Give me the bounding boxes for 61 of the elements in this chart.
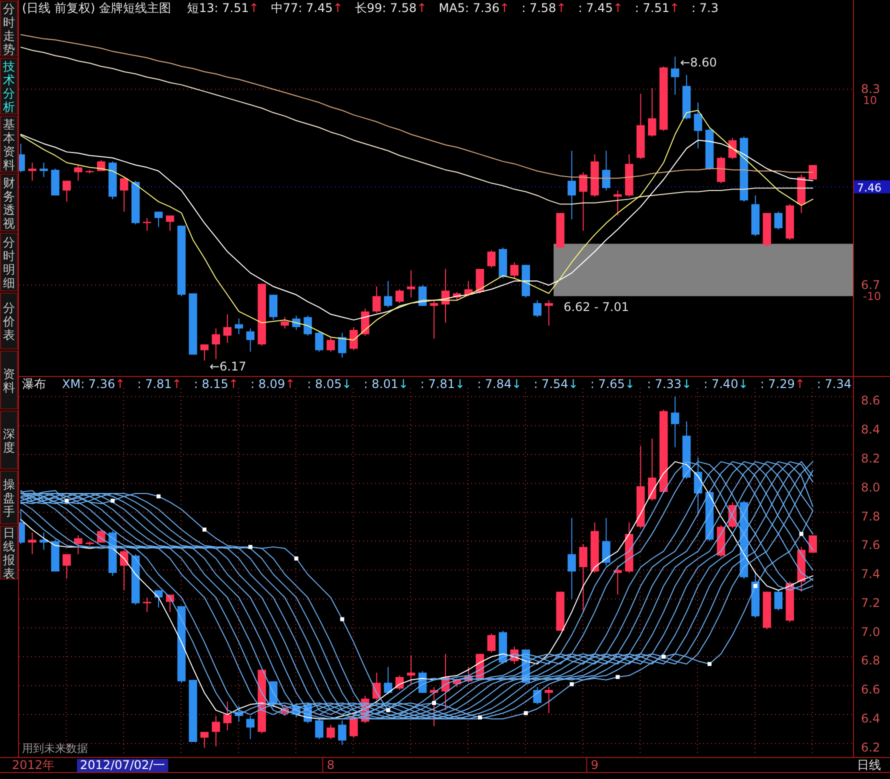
annotation: 用到未来数据 xyxy=(22,742,88,755)
y-tick-label: 8.2 xyxy=(861,451,880,466)
annotation: : 7.40↓ xyxy=(704,377,748,391)
text: 2012/07/02/一 xyxy=(80,758,166,772)
chart-title: 瀑布 xyxy=(22,377,46,391)
annotation: : 8.15↑ xyxy=(194,377,238,391)
annotation: : 7.84↓ xyxy=(477,377,522,391)
y-tick-label: 7.6 xyxy=(861,538,880,552)
y-tick-label: 6.8 xyxy=(861,654,880,668)
text: 分时明细 xyxy=(3,235,15,290)
annotation: : 8.01↓ xyxy=(364,377,408,391)
y-tick-label: 8.0 xyxy=(861,480,880,494)
annotation: : 7.29↑ xyxy=(760,377,805,391)
text: 分价表 xyxy=(2,301,15,342)
annotation: : 7.81↑ xyxy=(137,377,182,391)
text: 财务透视 xyxy=(3,176,15,230)
annotation: : 7.65↓ xyxy=(590,377,635,391)
annotation: MA5: 7.36↑ xyxy=(438,1,510,15)
annotation: 中77: 7.45↑ xyxy=(270,1,343,15)
y-tick-label: 7.8 xyxy=(861,509,880,524)
y-tick-label: 6.4 xyxy=(861,712,880,726)
annotation: : 7.58↑ xyxy=(522,1,566,15)
text: 日线 xyxy=(857,758,881,772)
ref-line-label: 7.46 xyxy=(857,181,882,194)
y-tick-label: 6.6 xyxy=(861,682,880,697)
annotation: 短13: 7.51↑ xyxy=(187,1,259,15)
text: 操盘手 xyxy=(3,478,15,518)
text: 技术分析 xyxy=(2,59,15,114)
x-tick-label: 8 xyxy=(326,758,335,772)
text: 基本资料 xyxy=(3,117,15,172)
annotation: : 7.51↑ xyxy=(634,1,680,15)
annotation: ←8.60 xyxy=(680,56,717,70)
band-label: 6.62 - 7.01 xyxy=(564,300,629,314)
text: 2012年 xyxy=(12,758,55,772)
text: 深度 xyxy=(3,426,15,454)
y-tick-label: 6.2 xyxy=(861,740,880,754)
text: 分时走势 xyxy=(3,2,15,56)
x-tick-label: 9 xyxy=(590,758,599,772)
text: 资料 xyxy=(3,366,15,394)
annotation: XM: 7.36↑ xyxy=(62,377,126,391)
y-tick-label: 6.7 xyxy=(861,278,880,292)
y2-tick-label: 10 xyxy=(863,94,877,108)
annotation: : 7.45↑ xyxy=(578,1,623,15)
y-tick-label: 7.0 xyxy=(861,624,880,639)
annotation: 长99: 7.58↑ xyxy=(354,1,427,15)
annotation: : 8.05↓ xyxy=(307,377,352,391)
y-tick-label: 7.4 xyxy=(861,567,880,582)
y-tick-label: 7.2 xyxy=(861,596,880,610)
y-tick-label: 8.6 xyxy=(861,394,880,408)
y2-tick-label: -10 xyxy=(863,290,881,304)
annotation: : 7.34 xyxy=(816,377,852,391)
annotation: : 7.33↓ xyxy=(646,377,692,391)
chart-title: (日线 前复权) 金牌短线主图 xyxy=(22,1,171,15)
text: 日线报表 xyxy=(2,526,15,580)
annotation: ←6.17 xyxy=(209,360,246,374)
annotation: : 7.3 xyxy=(692,1,718,15)
annotation: : 8.09↑ xyxy=(250,377,296,391)
annotation: : 7.81↓ xyxy=(420,377,466,391)
y-tick-label: 8.3 xyxy=(861,82,880,96)
annotation: : 7.54↓ xyxy=(534,377,578,391)
y-tick-label: 8.4 xyxy=(861,422,880,437)
